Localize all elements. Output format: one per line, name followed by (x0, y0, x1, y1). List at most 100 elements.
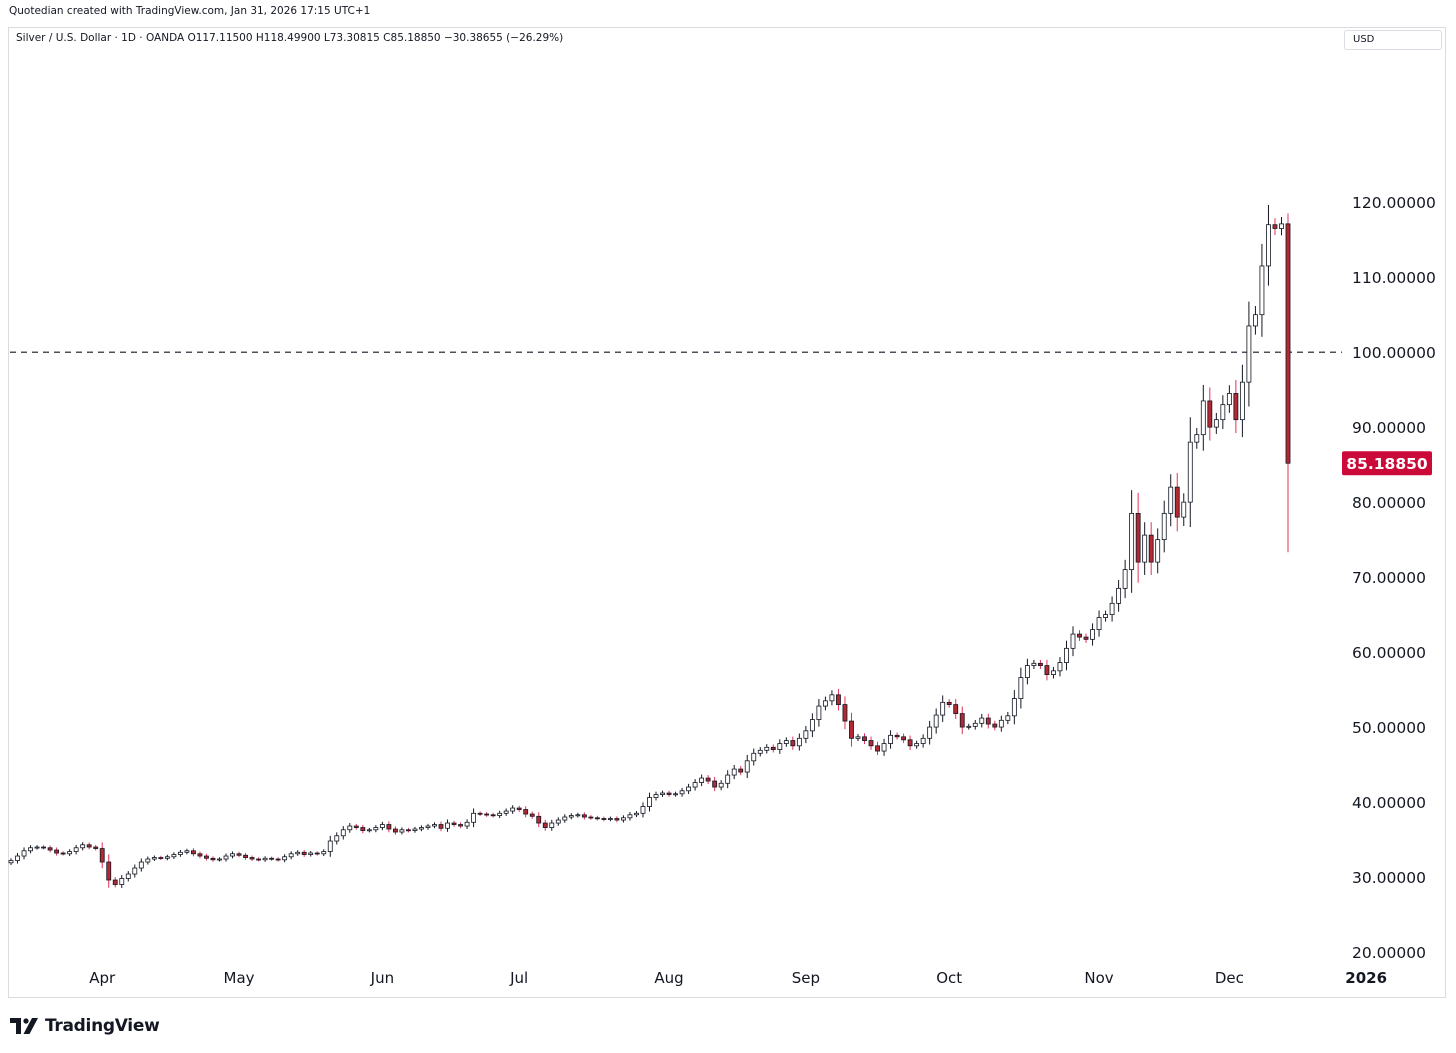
candle-body (15, 855, 20, 861)
candle-body (640, 806, 646, 814)
candle-body (106, 861, 112, 881)
candle-body (523, 809, 529, 815)
candle-body (621, 817, 626, 821)
candle-body (692, 782, 698, 788)
candle (738, 766, 744, 776)
candle-body (1213, 419, 1219, 428)
candle-body (627, 814, 633, 819)
candle (1285, 213, 1291, 553)
candle (1226, 385, 1232, 413)
candle (275, 857, 281, 862)
candle (54, 847, 60, 856)
candle (985, 713, 991, 729)
x-month-label: Dec (1215, 969, 1244, 987)
candle (204, 853, 209, 861)
candle-body (497, 812, 503, 816)
candle (503, 808, 509, 816)
chart-created-caption: Quotedian created with TradingView.com, … (9, 5, 371, 17)
candle-body (809, 719, 815, 732)
candle-body (1037, 662, 1043, 666)
candle-body (1168, 486, 1174, 514)
last-price-label: 85.18850 (1346, 455, 1428, 473)
candle-body (223, 855, 229, 860)
candle-body (54, 849, 60, 854)
candle-body (464, 821, 470, 827)
candle-body (862, 736, 867, 741)
candle-body (366, 829, 372, 832)
candle-body (1142, 534, 1148, 563)
candle-body (21, 850, 27, 857)
candle (145, 856, 151, 865)
candle (562, 814, 568, 823)
candle-body (725, 774, 731, 784)
candle-body (607, 818, 613, 820)
candle (230, 851, 235, 859)
y-tick-label: 70.00000 (1352, 569, 1426, 587)
candle (894, 732, 900, 740)
candle-body (1207, 400, 1213, 428)
candle-body (138, 861, 144, 869)
tradingview-logo-icon (10, 1018, 38, 1034)
candle-body (614, 818, 620, 821)
x-month-label: Aug (654, 969, 683, 987)
candle (751, 748, 757, 766)
candle (718, 780, 724, 791)
candle (523, 806, 529, 818)
candle-body (1005, 715, 1011, 721)
candle-body (1135, 512, 1141, 563)
candle-body (836, 694, 841, 705)
candle (138, 858, 144, 872)
candle (1116, 580, 1122, 612)
candle (640, 802, 646, 818)
candle-body (262, 857, 268, 861)
candle (725, 770, 731, 789)
candle (1064, 640, 1069, 671)
candle-body (1259, 265, 1265, 316)
candle (647, 792, 652, 812)
candle (327, 835, 333, 857)
candle-body (164, 856, 170, 859)
candle (510, 805, 516, 814)
candle (777, 739, 783, 754)
candle (1077, 630, 1082, 641)
y-tick-label: 80.00000 (1352, 494, 1426, 512)
last-price-tag (1342, 451, 1432, 476)
candle-body (673, 793, 678, 796)
candle-body (445, 822, 450, 829)
candle-body (542, 822, 548, 828)
candle-body (549, 822, 555, 828)
candle-body (432, 824, 437, 827)
candle-body (953, 704, 959, 714)
candle (308, 851, 314, 857)
candle-body (327, 840, 333, 852)
candle (1018, 667, 1024, 709)
candle (699, 774, 705, 787)
candle (15, 852, 20, 864)
candle (927, 720, 933, 745)
candle-body (1129, 512, 1135, 571)
candle-body (770, 746, 776, 750)
candle (353, 823, 359, 830)
candle-body (718, 782, 724, 788)
candle (379, 821, 385, 831)
candle-body (881, 743, 887, 752)
candle-body (177, 851, 183, 855)
candle-body (1051, 670, 1056, 675)
candle (757, 747, 763, 757)
candle-body (529, 813, 535, 817)
candle (686, 783, 692, 795)
currency-selector[interactable]: USD (1344, 30, 1442, 50)
candle-body (282, 856, 288, 861)
candle-body (334, 835, 340, 842)
candle (158, 855, 164, 861)
candle-body (80, 844, 86, 849)
candle-body (1200, 400, 1206, 436)
candle (920, 734, 926, 748)
candle (933, 708, 939, 734)
candle-body (946, 701, 952, 705)
candle (875, 741, 880, 756)
y-tick-label: 40.00000 (1352, 794, 1426, 812)
candle-body (308, 852, 314, 855)
candle-body (256, 858, 262, 861)
